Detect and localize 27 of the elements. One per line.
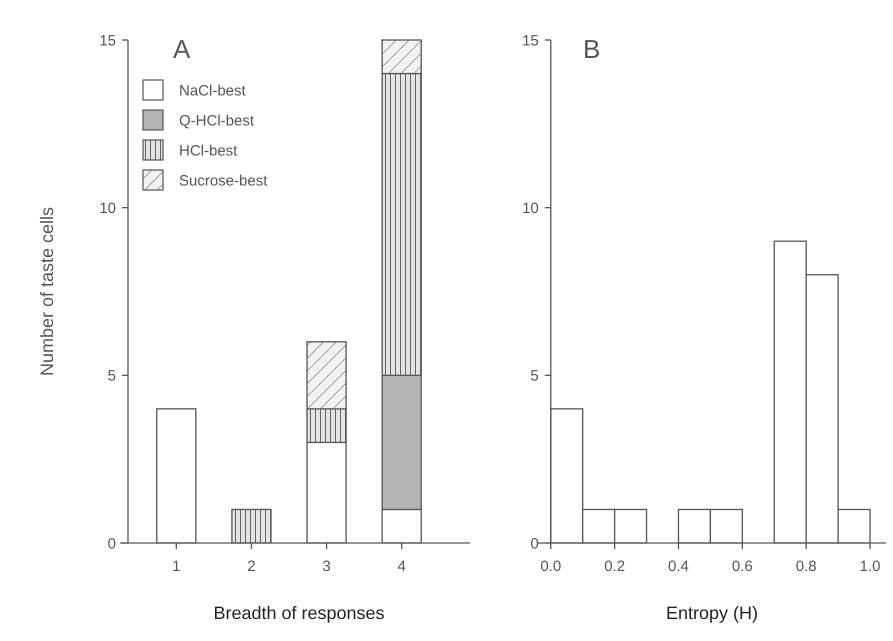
- legend-label: Q-HCl-best: [179, 112, 255, 130]
- x-tick-label: 2: [247, 558, 256, 575]
- y-tick-label: 10: [522, 200, 539, 217]
- y-tick-label: 5: [530, 368, 539, 385]
- y-tick-label: 15: [99, 32, 116, 50]
- legend-label: HCl-best: [179, 142, 238, 160]
- y-tick-label: 10: [99, 200, 116, 217]
- y-axis-title: Number of taste cells: [37, 206, 57, 376]
- x-tick-label: 3: [322, 558, 331, 575]
- chart-title: B: [583, 34, 600, 64]
- x-tick-label: 4: [398, 558, 406, 575]
- x-tick-label: 0.0: [540, 558, 562, 575]
- chart-title: A: [173, 34, 191, 64]
- y-tick-label: 0: [108, 535, 116, 552]
- legend-label: NaCl-best: [179, 82, 247, 100]
- x-tick-label: 0.4: [668, 558, 689, 575]
- x-axis-title: Breadth of responses: [213, 603, 385, 623]
- y-tick-label: 0: [530, 535, 539, 552]
- legend-label: Sucrose-best: [179, 172, 268, 190]
- y-tick-label: 15: [522, 32, 539, 50]
- x-tick-label: 1: [172, 558, 180, 575]
- x-axis-title: Entropy (H): [666, 603, 758, 623]
- x-tick-label: 1.0: [860, 558, 880, 575]
- x-tick-label: 0.8: [796, 558, 817, 575]
- x-tick-label: 0.6: [732, 558, 753, 575]
- y-tick-label: 5: [108, 368, 116, 385]
- x-tick-label: 0.2: [604, 558, 626, 575]
